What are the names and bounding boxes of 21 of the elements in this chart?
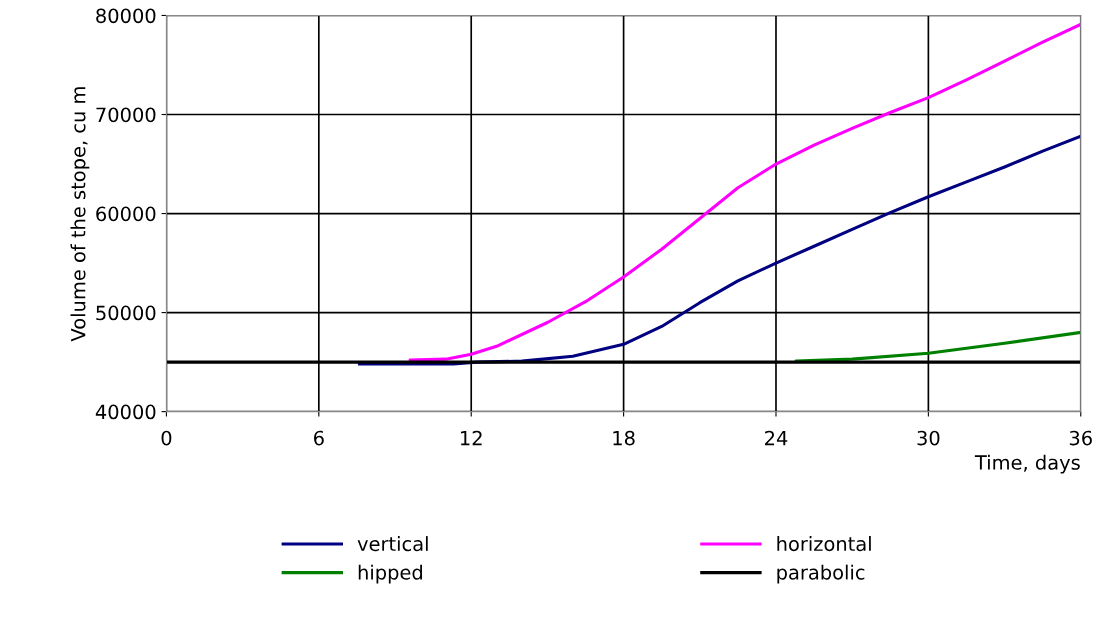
x-tick-label: 24 bbox=[765, 430, 788, 446]
y-tick-label: 70000 bbox=[96, 107, 156, 123]
line-series bbox=[408, 22, 1081, 362]
y-axis-title: Volume of the stope, cu m bbox=[70, 87, 90, 342]
y-tick-label: 50000 bbox=[96, 305, 156, 321]
legend-label: hipped bbox=[358, 564, 422, 584]
x-tick-label: 12 bbox=[460, 430, 482, 446]
y-tick-label: 40000 bbox=[95, 404, 156, 420]
x-tick-label: 0 bbox=[161, 430, 172, 446]
y-tick-label: 80000 bbox=[96, 8, 156, 24]
line-series bbox=[357, 134, 1081, 366]
x-tick-label: 18 bbox=[613, 430, 635, 446]
y-tick-label: 60000 bbox=[96, 206, 156, 222]
x-tick-label: 6 bbox=[314, 430, 324, 446]
legend-label: horizontal bbox=[777, 536, 871, 552]
x-tick-label: 36 bbox=[1069, 430, 1092, 446]
line-series bbox=[794, 330, 1081, 363]
x-axis-title: Time, days bbox=[974, 454, 1080, 474]
x-tick-label: 30 bbox=[917, 430, 940, 446]
legend-label: parabolic bbox=[777, 564, 865, 584]
legend-label: vertical bbox=[357, 536, 428, 552]
